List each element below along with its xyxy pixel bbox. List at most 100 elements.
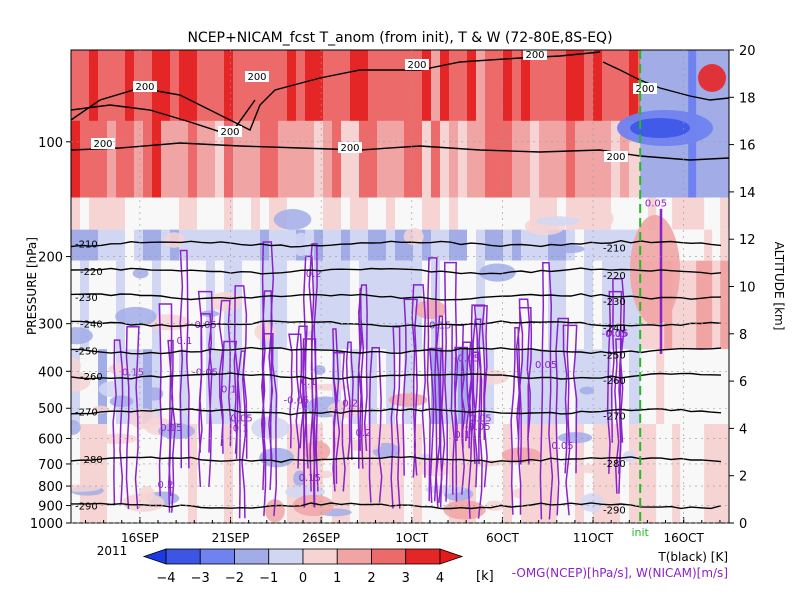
colorbar-segment [199, 548, 235, 565]
y-tick-label-left: 400 [38, 365, 63, 380]
heatmap-cell [629, 197, 639, 230]
heatmap-cell [413, 50, 423, 198]
y-tick-label-right: 10 [739, 281, 756, 296]
legend-temperature: T(black) [K] [657, 550, 728, 564]
heatmap-cell [161, 260, 171, 350]
heatmap-cell [188, 50, 198, 121]
colorbar-segment [371, 548, 407, 565]
y-tick-label-left: 100 [38, 136, 63, 151]
heatmap-cell [89, 349, 99, 425]
heatmap-cell [431, 50, 441, 121]
heatmap-blob [146, 387, 164, 401]
heatmap-cell [377, 50, 387, 198]
heatmap-cell [80, 50, 90, 121]
omega-contour [539, 261, 554, 520]
heatmap-cell [503, 424, 513, 523]
colorbar-segment [302, 548, 338, 565]
heatmap-cell [134, 197, 144, 230]
heatmap-cell [611, 197, 621, 230]
heatmap-cell [476, 50, 486, 198]
heatmap-cell [539, 349, 549, 425]
omega-contour [473, 305, 488, 488]
heatmap-cell [530, 349, 540, 425]
omega-contour [368, 347, 383, 503]
heatmap-cell [640, 424, 649, 523]
heatmap-cell [152, 50, 162, 198]
omega-contour [158, 303, 174, 497]
heatmap-cell [620, 197, 630, 230]
heatmap-cell [575, 349, 585, 425]
heatmap-cell [672, 260, 681, 350]
x-tick-label: 11OCT [573, 531, 614, 545]
heatmap-cell [125, 424, 135, 523]
heatmap-cell [704, 229, 713, 261]
heatmap-cell [224, 424, 234, 523]
heatmap-cell [449, 260, 459, 350]
temperature-contour [71, 293, 722, 301]
heatmap-cell [107, 260, 117, 350]
omega-contour [460, 341, 473, 449]
heatmap-cell [251, 197, 261, 230]
tropopause-label-bg [218, 126, 242, 137]
heatmap-cell [680, 349, 689, 425]
heatmap-cell [494, 50, 504, 198]
heatmap-cell [712, 349, 721, 425]
heatmap-blob [536, 216, 580, 226]
heatmap-cell [197, 260, 207, 350]
heatmap-cell [664, 349, 673, 425]
heatmap-cell [680, 260, 689, 350]
heatmap-cell [485, 197, 495, 230]
heatmap-cell [143, 197, 153, 230]
heatmap-cell [80, 50, 90, 198]
heatmap-blob [209, 292, 242, 312]
omega-contour [555, 317, 571, 516]
heatmap-cell [611, 229, 621, 261]
heatmap-cell [485, 349, 495, 425]
heatmap-cell [269, 260, 279, 350]
heatmap-blob [579, 386, 595, 395]
heatmap-cell [287, 424, 297, 523]
heatmap-cell [638, 197, 641, 230]
heatmap-cell [161, 50, 171, 121]
heatmap-cell [712, 197, 721, 230]
heatmap-blob [71, 484, 101, 492]
heatmap-cell [350, 260, 360, 350]
heatmap-cell [575, 197, 585, 230]
heatmap-cell [680, 424, 689, 523]
omega-contour [357, 287, 365, 469]
tropopause-label: 200 [135, 82, 154, 93]
heatmap-cell [152, 424, 162, 523]
y-tick-label-right: 0 [739, 517, 747, 532]
omega-contour [443, 261, 458, 502]
omega-contour [467, 351, 483, 519]
heatmap-cell [688, 349, 697, 425]
heatmap-cell [305, 260, 315, 350]
heatmap-cell [242, 50, 252, 198]
heatmap-cell [476, 229, 486, 261]
heatmap-cell [494, 197, 504, 230]
heatmap-blob [317, 470, 333, 479]
heatmap-cell [386, 50, 396, 198]
heatmap-blob [115, 306, 157, 327]
heatmap-cell [215, 424, 225, 523]
omega-contour [610, 277, 625, 443]
heatmap-cell [260, 50, 270, 121]
heatmap-cell [593, 229, 603, 261]
heatmap-cell [341, 197, 351, 230]
heatmap-cell [584, 229, 594, 261]
omega-contour [345, 341, 354, 460]
heatmap-cell [161, 424, 171, 523]
heatmap-cell [116, 197, 126, 230]
heatmap-cell [71, 229, 81, 261]
heatmap-cell [688, 424, 697, 523]
heatmap-cell [179, 50, 189, 121]
heatmap-cell [602, 50, 612, 198]
heatmap-cell [503, 349, 513, 425]
heatmap-cell [359, 229, 369, 261]
omega-contour [516, 298, 531, 441]
heatmap-blob [71, 370, 91, 392]
heatmap-cell [575, 50, 585, 198]
heatmap-blob [414, 300, 447, 320]
heatmap-cell [449, 50, 459, 121]
heatmap-cell [377, 349, 387, 425]
